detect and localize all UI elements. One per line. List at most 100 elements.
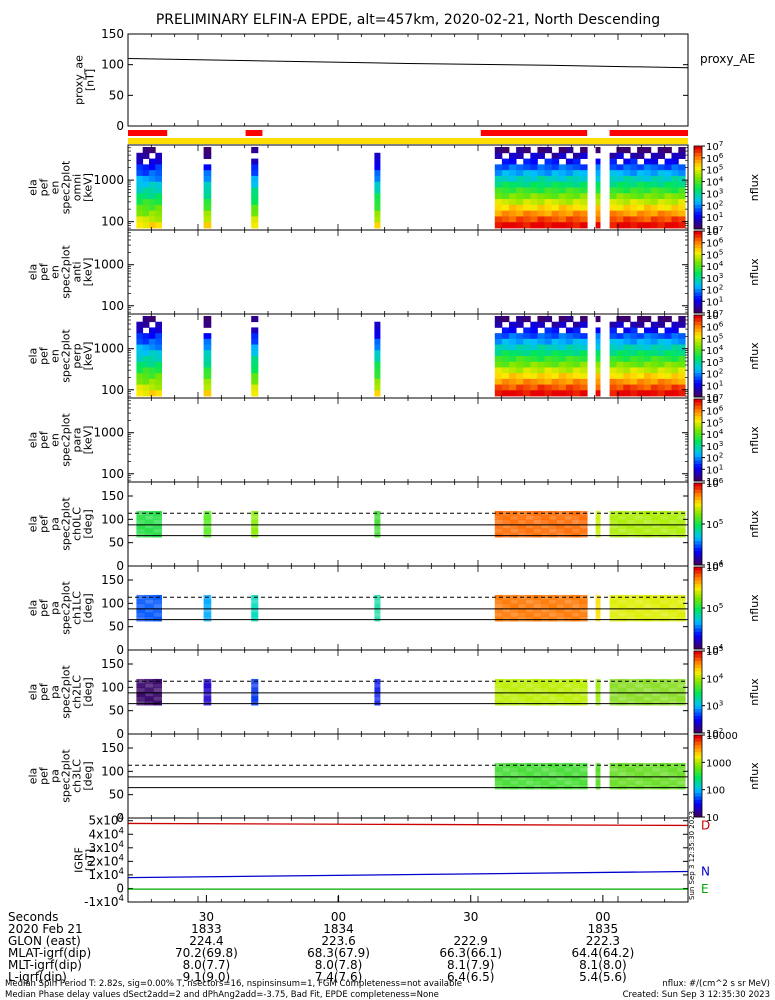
omni-spec-cell — [494, 152, 503, 159]
ch2LC-colorbar-cell — [694, 668, 702, 672]
ch1LC-pa-cell — [595, 603, 601, 609]
omni-spec-cell — [657, 193, 665, 200]
ch2LC-colorbar-cell — [694, 654, 702, 659]
perp-spec-cell — [537, 333, 545, 340]
perp-colorbar-label: 104 — [706, 343, 724, 357]
omni-spec-cell — [671, 175, 679, 183]
ch1LC-pa-cell — [643, 603, 652, 609]
ch1LC-pa-cell — [502, 616, 511, 622]
ch2LC-pa-cell — [564, 683, 573, 689]
omni-spec-cell — [551, 158, 560, 165]
ch2LC-colorbar-cell — [694, 726, 702, 731]
ch1LC-pa-cell — [251, 608, 259, 613]
ch3LC-pa-cell — [643, 780, 652, 786]
omni-spec-cell — [523, 181, 531, 188]
perp-spec-cell — [142, 367, 150, 374]
ch1LC-pa-cell — [153, 616, 162, 622]
omni-spec-cell — [637, 152, 645, 159]
omni-spec-cell — [530, 170, 538, 177]
ch1LC-pa-cell — [510, 612, 519, 618]
ch0LC-pa-cell — [251, 519, 259, 525]
ch0LC-pa-cell — [525, 532, 534, 538]
ch0LC-colorbar-cell — [694, 544, 702, 549]
perp-spec-cell — [251, 373, 259, 380]
panel-sector-bars — [128, 130, 688, 144]
perp-spec-cell — [572, 367, 581, 374]
perp-spec-cell — [142, 361, 150, 368]
omni-colorbar-cell — [694, 152, 702, 157]
para-colorbar-cell — [694, 416, 702, 420]
ch3LC-colorbar-cell — [694, 755, 702, 760]
omni-spec-cell — [580, 204, 588, 212]
perp-spec-cell — [630, 384, 638, 391]
perp-spec-cell — [580, 338, 588, 345]
perp-spec-cell — [374, 327, 381, 334]
panel-ch2LC: 050100150102103104105nfluxelapefpaspec2p… — [27, 644, 762, 741]
para-colorbar-cell — [694, 405, 702, 410]
omni-spec-cell — [616, 204, 624, 212]
ch1LC-pa-cell — [541, 612, 550, 618]
ch3LC-colorbar-cell — [694, 782, 702, 787]
para-colorbar-cell — [694, 399, 702, 403]
perp-spec-cell — [616, 390, 624, 397]
x-row-label: MLAT-igrf(dip) — [8, 946, 91, 960]
ch1LC-pa-cell — [541, 608, 550, 613]
anti-colorbar-cell — [694, 285, 702, 290]
ch1LC-pa-cell — [595, 616, 601, 622]
perp-spec-cell — [580, 390, 588, 397]
ch3LC-pa-cell — [609, 767, 619, 773]
panel-perp: 100100010101102103104105106107nfluxelape… — [27, 308, 762, 404]
anti-colorbar-cell — [694, 306, 702, 311]
igrf-E-label: E — [701, 882, 709, 896]
ch1LC-pa-cell — [668, 608, 678, 613]
para-ylabel-line: spec2plot — [60, 413, 73, 467]
ch3LC-colorbar-label: 10000 — [706, 731, 738, 742]
omni-spec-cell — [523, 187, 531, 194]
ch0LC-pa-cell — [643, 519, 652, 525]
ch0LC-pa-cell — [595, 528, 601, 534]
perp-spec-cell — [551, 378, 560, 385]
ch0LC-pa-cell — [153, 524, 162, 529]
ch0LC-pa-cell — [144, 524, 154, 529]
omni-spec-cell — [616, 222, 624, 229]
ch0LC-pa-cell — [626, 528, 636, 534]
perp-spec-cell — [501, 390, 510, 397]
ch1LC-pa-cell — [548, 608, 557, 613]
omni-spec-cell — [149, 222, 156, 229]
para-colorbar-label: 103 — [706, 439, 723, 453]
perp-spec-cell — [509, 350, 517, 357]
perp-spec-cell — [494, 373, 503, 380]
perp-spec-cell — [516, 321, 524, 328]
ch0LC-pa-cell — [668, 532, 678, 538]
ch1LC-pa-cell — [643, 616, 652, 622]
perp-spec-cell — [203, 333, 212, 340]
omni-spec-cell — [530, 199, 538, 206]
ch1LC-pa-cell — [651, 612, 661, 618]
ch2LC-colorbar-cell — [694, 651, 702, 655]
omni-spec-cell — [251, 170, 259, 177]
omni-spec-cell — [643, 147, 652, 154]
ch1LC-pa-cell — [618, 599, 627, 605]
anti-colorbar-cell — [694, 248, 702, 252]
ch0LC-pa-cell — [595, 532, 601, 538]
para-colorbar-label: 105 — [706, 415, 723, 429]
omni-spec-cell — [509, 199, 517, 206]
omni-spec-cell — [537, 204, 545, 212]
omni-spec-cell — [494, 193, 503, 200]
ch2LC-pa-cell — [502, 692, 511, 697]
ch0LC-colorbar-cell — [694, 483, 702, 487]
omni-spec-cell — [650, 158, 659, 165]
omni-spec-cell — [537, 175, 545, 183]
perp-spec-cell — [643, 384, 652, 391]
perp-spec-cell — [671, 361, 679, 368]
ch1LC-colorbar-cell — [694, 638, 702, 643]
perp-spec-cell — [671, 344, 679, 351]
omni-spec-cell — [671, 210, 679, 217]
omni-spec-cell — [501, 175, 510, 183]
perp-spec-cell — [203, 344, 212, 351]
ch0LC-pa-cell — [609, 524, 619, 529]
omni-spec-cell — [572, 210, 581, 217]
ch0LC-pa-cell — [595, 524, 601, 529]
ch3LC-colorbar-cell — [694, 789, 702, 794]
perp-spec-cell — [650, 373, 659, 380]
